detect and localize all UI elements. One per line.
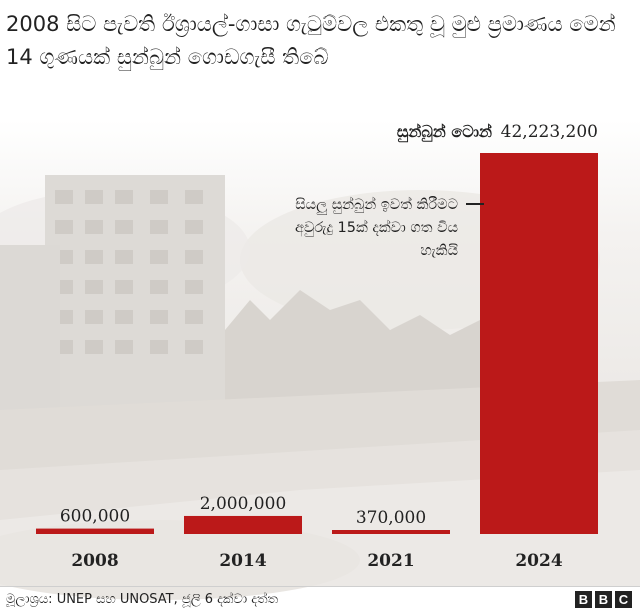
x-tick-label: 2008 (71, 551, 118, 571)
bar-2024 (480, 153, 598, 534)
bbc-logo-letter: B (575, 591, 592, 608)
annotation-line: අවුරුදු 15ක් දක්වා ගත විය (295, 218, 459, 237)
annotation-line: හැකියි (420, 243, 458, 259)
chart-title: 2008 සිට පැවති ඊශ්‍රායල්-ගාසා ගැටුම්වල එ… (6, 12, 616, 69)
bbc-logo-letter: C (615, 591, 632, 608)
footer-divider (0, 586, 640, 587)
x-tick-label: 2024 (515, 551, 562, 571)
x-tick-label: 2021 (367, 551, 414, 571)
value-label: 370,000 (356, 508, 426, 528)
x-tick-label: 2014 (219, 551, 266, 571)
value-label: 600,000 (60, 507, 130, 527)
annotation: සියලු සුන්බුන් ඉවත් කිරීමට අවුරුදු 15ක් ද… (295, 195, 459, 259)
bar-2008 (36, 528, 154, 534)
bbc-logo-letter: B (595, 591, 612, 608)
value-label: 42,223,200 (501, 122, 598, 142)
bbc-logo: B B C (575, 591, 632, 608)
source-note: මූලාශ්‍රය: UNEP සහ UNOSAT, ජූලි 6 දක්වා … (6, 592, 279, 607)
value-label: 2,000,000 (200, 494, 287, 514)
bar-2014 (184, 515, 302, 534)
unit-label: සුන්බුන් ටොන් (397, 122, 492, 143)
annotation-line: සියලු සුන්බුන් ඉවත් කිරීමට (295, 195, 458, 215)
bar-2021 (332, 530, 450, 534)
bar-chart: 600,000 2008 2,000,000 2014 370,000 2021 42,22… (36, 122, 598, 571)
